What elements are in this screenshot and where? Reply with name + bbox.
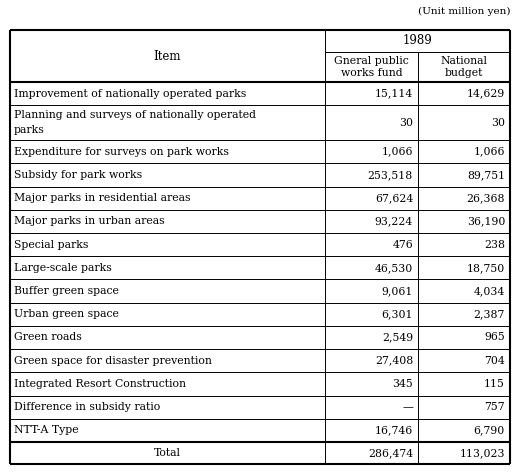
Text: (Unit million yen): (Unit million yen): [418, 7, 510, 16]
Text: Major parks in urban areas: Major parks in urban areas: [14, 217, 165, 227]
Text: 1989: 1989: [402, 34, 432, 48]
Text: 1,066: 1,066: [382, 147, 413, 157]
Text: 26,368: 26,368: [466, 193, 505, 203]
Text: 6,790: 6,790: [474, 426, 505, 436]
Text: Integrated Resort Construction: Integrated Resort Construction: [14, 379, 186, 389]
Text: 286,474: 286,474: [368, 448, 413, 458]
Text: 9,061: 9,061: [382, 286, 413, 296]
Text: Large-scale parks: Large-scale parks: [14, 263, 112, 273]
Text: Difference in subsidy ratio: Difference in subsidy ratio: [14, 402, 160, 412]
Text: 253,518: 253,518: [368, 170, 413, 180]
Text: 2,387: 2,387: [474, 309, 505, 319]
Text: 16,746: 16,746: [375, 426, 413, 436]
Text: 46,530: 46,530: [375, 263, 413, 273]
Text: 30: 30: [399, 118, 413, 128]
Text: 27,408: 27,408: [375, 356, 413, 366]
Text: 2,549: 2,549: [382, 332, 413, 343]
Text: 704: 704: [484, 356, 505, 366]
Text: 36,190: 36,190: [466, 217, 505, 227]
Text: Planning and surveys of nationally operated: Planning and surveys of nationally opera…: [14, 110, 256, 120]
Text: 18,750: 18,750: [467, 263, 505, 273]
Text: 113,023: 113,023: [460, 448, 505, 458]
Text: Green space for disaster prevention: Green space for disaster prevention: [14, 356, 212, 366]
Text: 1,066: 1,066: [474, 147, 505, 157]
Text: 93,224: 93,224: [375, 217, 413, 227]
Text: Subsidy for park works: Subsidy for park works: [14, 170, 142, 180]
Text: 476: 476: [392, 239, 413, 249]
Text: Urban green space: Urban green space: [14, 309, 119, 319]
Text: —: —: [402, 402, 413, 412]
Text: 6,301: 6,301: [382, 309, 413, 319]
Text: National
budget: National budget: [440, 56, 488, 78]
Text: 30: 30: [491, 118, 505, 128]
Text: Special parks: Special parks: [14, 239, 88, 249]
Text: 757: 757: [484, 402, 505, 412]
Text: 67,624: 67,624: [375, 193, 413, 203]
Text: Improvement of nationally operated parks: Improvement of nationally operated parks: [14, 89, 246, 99]
Text: 345: 345: [392, 379, 413, 389]
Text: Green roads: Green roads: [14, 332, 82, 343]
Text: NTT-A Type: NTT-A Type: [14, 426, 79, 436]
Text: 115: 115: [484, 379, 505, 389]
Text: Total: Total: [154, 448, 181, 458]
Text: 14,629: 14,629: [467, 89, 505, 99]
Text: 965: 965: [484, 332, 505, 343]
Text: Expenditure for surveys on park works: Expenditure for surveys on park works: [14, 147, 229, 157]
Text: Item: Item: [154, 50, 181, 62]
Text: 89,751: 89,751: [467, 170, 505, 180]
Text: Major parks in residential areas: Major parks in residential areas: [14, 193, 190, 203]
Text: 238: 238: [484, 239, 505, 249]
Text: Buffer green space: Buffer green space: [14, 286, 119, 296]
Text: parks: parks: [14, 125, 45, 135]
Text: 15,114: 15,114: [375, 89, 413, 99]
Text: 4,034: 4,034: [474, 286, 505, 296]
Text: Gneral public
works fund: Gneral public works fund: [334, 56, 409, 78]
